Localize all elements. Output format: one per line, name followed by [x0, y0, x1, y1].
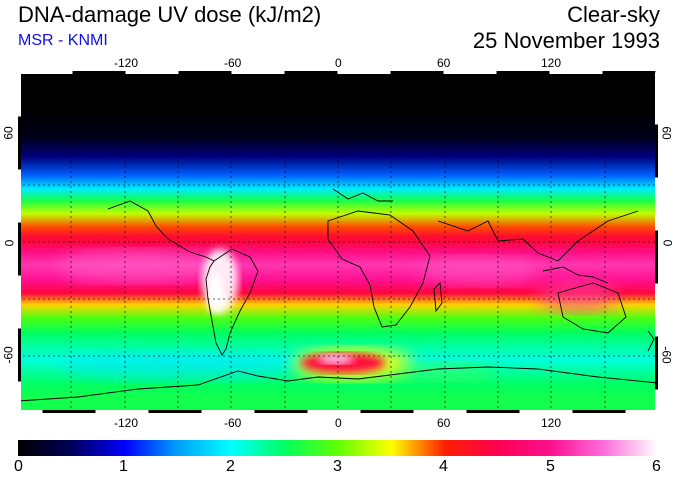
antarctic-green — [398, 361, 498, 381]
pacific-high-dose-band — [58, 250, 218, 282]
lon-tick-bottom: -60 — [224, 416, 242, 430]
map-frame — [18, 71, 658, 413]
lon-tick-top: 60 — [437, 56, 451, 70]
map-title: DNA-damage UV dose (kJ/m2) — [18, 2, 322, 27]
sky-condition: Clear-sky — [567, 2, 660, 27]
lon-tick-top: 120 — [541, 56, 562, 70]
lon-tick-top: -60 — [224, 56, 242, 70]
lat-tick-right: 0 — [660, 239, 675, 247]
south-america-coast — [205, 248, 259, 356]
colorbar-tick-label: 6 — [652, 458, 661, 475]
graticule — [18, 71, 658, 413]
australia-coast — [557, 282, 627, 334]
colorbar-tick-label: 3 — [333, 458, 342, 475]
map-date: 25 November 1993 — [472, 28, 660, 53]
north-america-coast — [107, 200, 215, 262]
coastlines — [18, 188, 658, 402]
ozone-hole-core — [318, 354, 354, 364]
europe-coast — [332, 188, 393, 202]
australia-high-dose — [538, 280, 618, 312]
madagascar-coast — [433, 282, 443, 313]
africa-coast — [327, 210, 431, 328]
lat-tick-right: 60 — [659, 126, 674, 140]
antarctica-coast — [18, 366, 658, 402]
colorbar-tick-label: 2 — [226, 458, 235, 475]
lon-tick-top: 0 — [335, 56, 342, 70]
lon-tick-bottom: -120 — [114, 416, 139, 430]
lon-tick-top: -120 — [114, 56, 139, 70]
map-subtitle: MSR - KNMI — [18, 32, 108, 49]
new-zealand-coast — [647, 330, 655, 352]
uv-dose-map — [18, 71, 658, 413]
colorbar-ramp — [18, 440, 658, 456]
lon-tick-bottom: 60 — [437, 416, 451, 430]
colorbar-tick-label: 4 — [439, 458, 448, 475]
colorbar-tick-label: 5 — [546, 458, 555, 475]
asia-coast — [437, 210, 639, 262]
lat-tick-left: -60 — [1, 346, 16, 364]
lat-tick-left: 0 — [2, 239, 17, 247]
lat-tick-left: 60 — [1, 126, 16, 140]
andes-high-dose-core — [208, 273, 224, 313]
colorbar-tick-label: 0 — [14, 458, 23, 475]
indian-ocean-high-dose — [418, 257, 538, 285]
lon-tick-bottom: 120 — [541, 416, 562, 430]
lon-tick-bottom: 0 — [335, 416, 342, 430]
lat-tick-right: -60 — [659, 346, 674, 364]
colorbar-tick-label: 1 — [119, 458, 128, 475]
indonesia-coast — [542, 266, 609, 284]
colorbar — [18, 440, 658, 456]
